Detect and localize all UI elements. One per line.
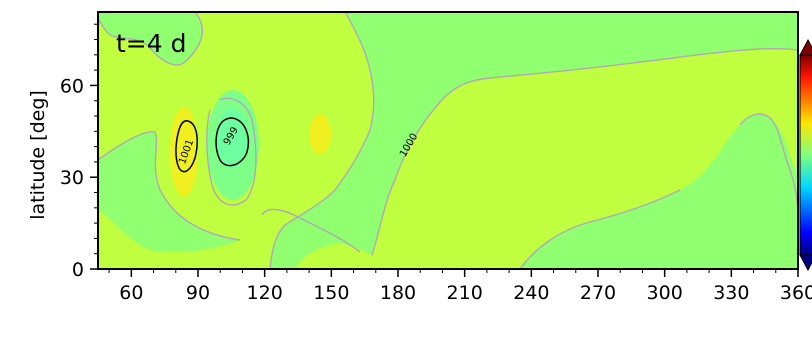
contour-line-1000: [206, 97, 257, 206]
labeled-contours: [175, 117, 250, 173]
low-core: [216, 108, 248, 168]
x-tick-label: 240: [513, 282, 549, 304]
contour-lines-1000: [98, 12, 798, 269]
trough-region-southeast: [520, 116, 798, 269]
y-tick-label: 60: [60, 75, 84, 97]
trough-region-west: [98, 131, 240, 252]
y-axis: 0 30 60: [60, 23, 98, 281]
contour-line-1000: [739, 113, 798, 216]
x-tick-label: 60: [119, 282, 143, 304]
panel-label: t=4 d: [116, 29, 186, 58]
x-tick-label: 300: [647, 282, 683, 304]
x-tick-label: 360: [780, 282, 812, 304]
trough-region-northwest: [98, 12, 203, 65]
contour-line-1000: [98, 12, 204, 66]
x-tick-label: 90: [186, 282, 210, 304]
contour-line-1000: [98, 131, 241, 241]
colorbar-extend-top: [799, 38, 812, 56]
high-core-secondary: [309, 114, 331, 154]
trough-region-east: [739, 114, 798, 215]
contour-line-1000: [269, 12, 375, 269]
colorbar-extend-bottom: [799, 254, 812, 272]
plot-frame: [97, 11, 799, 270]
high-core-main: [170, 107, 198, 197]
colorbar-gradient: [799, 54, 812, 256]
x-tick-label: 150: [313, 282, 349, 304]
x-tick-label: 120: [247, 282, 283, 304]
y-tick-label: 0: [72, 259, 84, 281]
contour-line-999: [215, 117, 250, 167]
contour-line-1001: [175, 120, 198, 173]
x-tick-label: 180: [380, 282, 416, 304]
y-axis-title: latitude [deg]: [27, 90, 49, 220]
y-tick-label: 30: [60, 167, 84, 189]
contour-line-1000: [519, 189, 681, 269]
trough-region-north: [270, 12, 798, 269]
contour-line-1000: [261, 208, 361, 253]
x-tick-label: 270: [580, 282, 616, 304]
x-axis: 60 90 120 150 180 210 240 270 300 330 360: [108, 269, 812, 304]
colorbar: [799, 38, 812, 272]
x-tick-label: 210: [447, 282, 483, 304]
contour-field: [98, 12, 798, 269]
x-tick-label: 330: [713, 282, 749, 304]
contour-line-1000: [371, 47, 798, 256]
